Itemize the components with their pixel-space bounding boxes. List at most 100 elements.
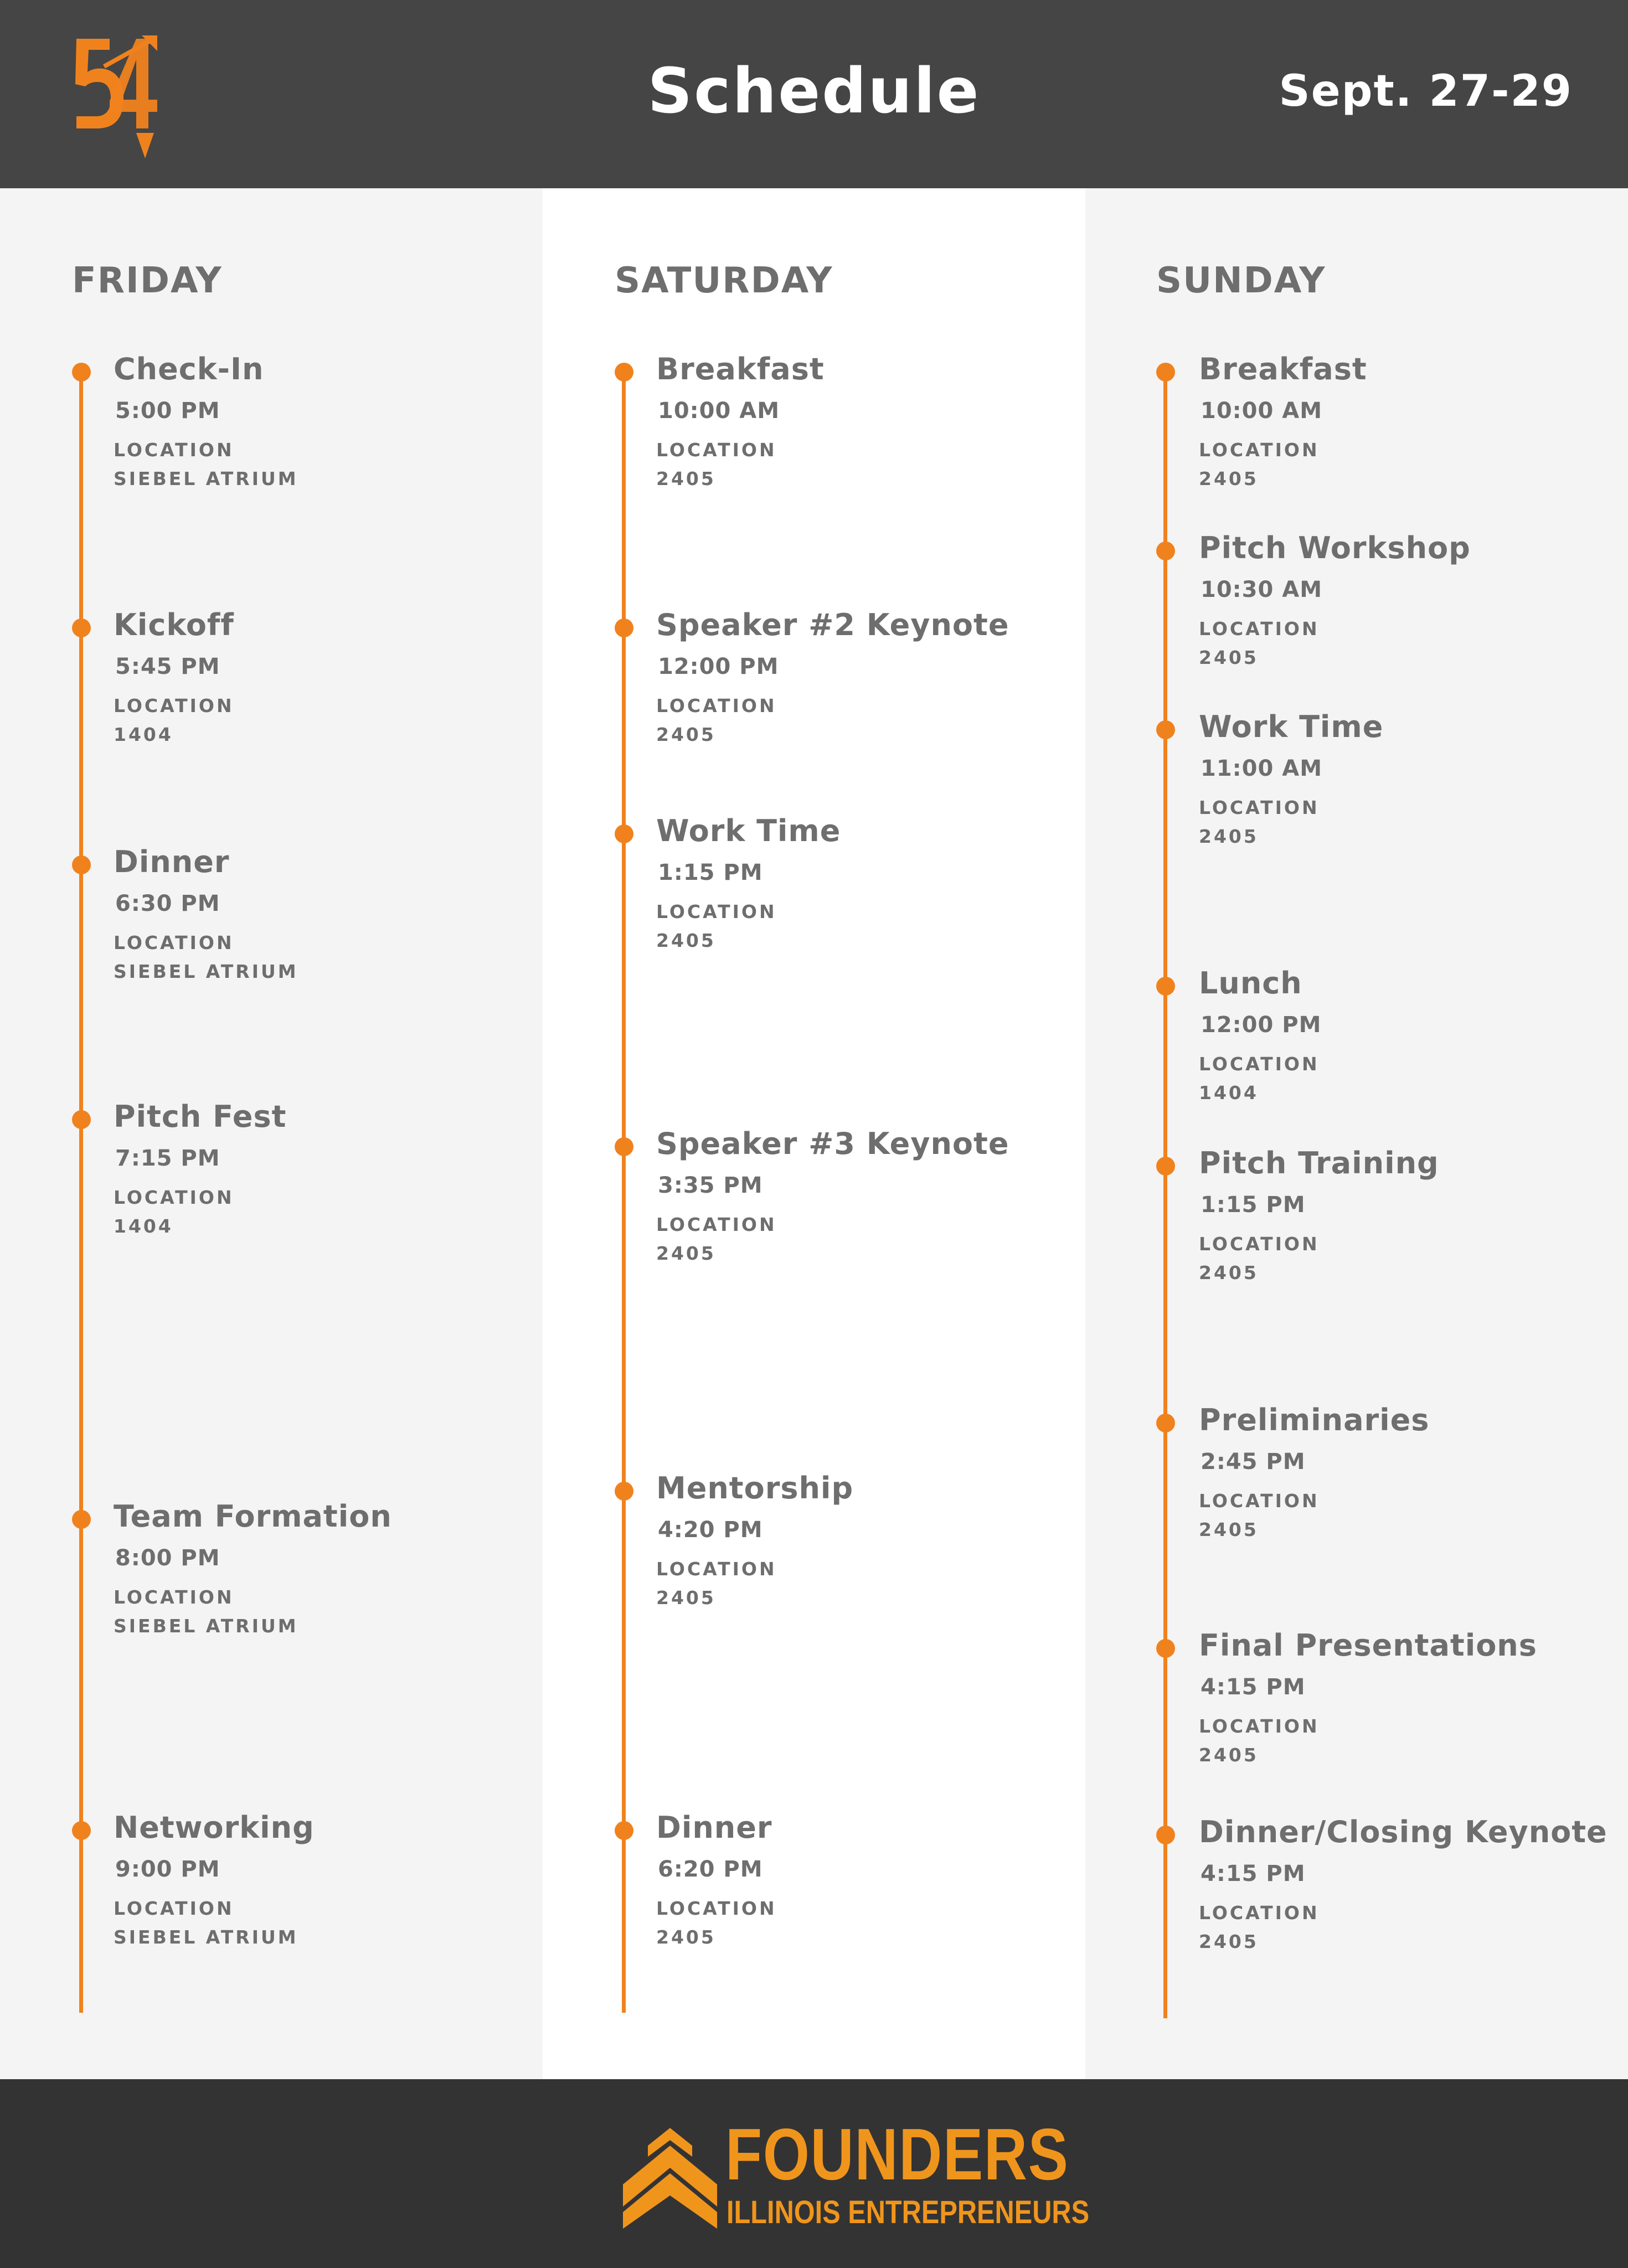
schedule-item: Final Presentations 4:15 PM LOCATION 240…: [1085, 1628, 1628, 1794]
event-name: Check-In: [114, 352, 264, 386]
event-time: 5:00 PM: [115, 398, 220, 424]
event-location: 2405: [1199, 1931, 1259, 1952]
event-time: 2:45 PM: [1201, 1449, 1306, 1475]
timeline-dot: [1156, 720, 1175, 739]
timeline-dot: [615, 824, 633, 843]
event-name: Dinner: [656, 1810, 772, 1845]
event-name: Dinner: [114, 844, 230, 879]
event-location: 2405: [1199, 1519, 1259, 1540]
schedule-item: Pitch Workshop 10:30 AM LOCATION 2405: [1085, 530, 1628, 697]
event-name: Dinner/Closing Keynote: [1199, 1815, 1608, 1849]
timeline-dot: [1156, 1639, 1175, 1658]
event-location: 1404: [1199, 1082, 1259, 1104]
event-name: Kickoff: [114, 607, 234, 642]
event-time: 4:15 PM: [1201, 1674, 1306, 1700]
timeline-dot: [72, 855, 91, 874]
schedule-item: Breakfast 10:00 AM LOCATION 2405: [1085, 352, 1628, 518]
event-time: 1:15 PM: [658, 860, 763, 885]
event-name: Lunch: [1199, 966, 1302, 1001]
day-column-friday: FRIDAY Check-In 5:00 PM LOCATION SIEBEL …: [0, 188, 543, 2079]
location-label: LOCATION: [114, 932, 234, 953]
location-label: LOCATION: [656, 901, 777, 922]
location-label: LOCATION: [1199, 1902, 1320, 1924]
location-label: LOCATION: [114, 439, 234, 461]
schedule-item: Preliminaries 2:45 PM LOCATION 2405: [1085, 1403, 1628, 1569]
event-time: 6:30 PM: [115, 891, 220, 916]
event-time: 11:00 AM: [1201, 756, 1323, 781]
location-label: LOCATION: [1199, 439, 1320, 461]
schedule-item: Dinner 6:20 PM LOCATION 2405: [543, 1810, 1085, 1976]
event-location: 1404: [114, 724, 173, 745]
schedule-item: Check-In 5:00 PM LOCATION SIEBEL ATRIUM: [0, 352, 543, 518]
day-title: FRIDAY: [72, 260, 223, 301]
page-title: Schedule: [647, 55, 981, 127]
location-label: LOCATION: [1199, 1490, 1320, 1512]
location-label: LOCATION: [656, 1558, 777, 1580]
schedule-item: Work Time 11:00 AM LOCATION 2405: [1085, 709, 1628, 875]
timeline-line: [79, 368, 83, 2013]
timeline-dot: [1156, 977, 1175, 996]
footer-brand: FOUNDERS: [725, 2114, 1069, 2195]
event-location: SIEBEL ATRIUM: [114, 1926, 298, 1948]
timeline-dot: [615, 618, 633, 637]
event-name: Preliminaries: [1199, 1403, 1430, 1437]
event-time: 10:00 AM: [1201, 398, 1323, 424]
event-time: 1:15 PM: [1201, 1192, 1306, 1218]
event-time: 3:35 PM: [658, 1173, 763, 1198]
schedule-item: Dinner/Closing Keynote 4:15 PM LOCATION …: [1085, 1815, 1628, 1981]
timeline-dot: [72, 1510, 91, 1529]
event-name: Breakfast: [656, 352, 825, 386]
event-location: 2405: [1199, 1262, 1259, 1284]
event-name: Work Time: [1199, 709, 1384, 744]
timeline-dot: [1156, 363, 1175, 382]
event-name: Pitch Training: [1199, 1146, 1439, 1181]
location-label: LOCATION: [656, 439, 777, 461]
location-label: LOCATION: [114, 1586, 234, 1608]
timeline-dot: [615, 1821, 633, 1840]
event-time: 9:00 PM: [115, 1857, 220, 1882]
founders-chevron-logo-icon: [623, 2128, 717, 2229]
timeline-dot: [72, 618, 91, 637]
event-time: 5:45 PM: [115, 654, 220, 679]
schedule-item: Speaker #2 Keynote 12:00 PM LOCATION 240…: [543, 607, 1085, 774]
event-location: 2405: [656, 724, 716, 745]
timeline-dot: [1156, 1826, 1175, 1844]
schedule-item: Kickoff 5:45 PM LOCATION 1404: [0, 607, 543, 774]
timeline-dot: [615, 1482, 633, 1501]
event-name: Speaker #2 Keynote: [656, 607, 1009, 642]
event-name: Pitch Workshop: [1199, 530, 1471, 565]
schedule-item: Dinner 6:30 PM LOCATION SIEBEL ATRIUM: [0, 844, 543, 1011]
timeline-dot: [1156, 1157, 1175, 1176]
event-time: 4:20 PM: [658, 1517, 763, 1543]
day-title: SATURDAY: [615, 260, 833, 301]
timeline-dot: [72, 1821, 91, 1840]
event-location: 2405: [656, 930, 716, 951]
event-name: Work Time: [656, 813, 841, 848]
timeline-dot: [1156, 542, 1175, 560]
schedule-item: Mentorship 4:20 PM LOCATION 2405: [543, 1471, 1085, 1637]
event-name: Networking: [114, 1810, 315, 1845]
timeline-line: [622, 368, 626, 2013]
event-name: Final Presentations: [1199, 1628, 1537, 1663]
schedule-item: Team Formation 8:00 PM LOCATION SIEBEL A…: [0, 1499, 543, 1665]
location-label: LOCATION: [1199, 1715, 1320, 1737]
event-name: Team Formation: [114, 1499, 392, 1534]
location-label: LOCATION: [114, 1187, 234, 1208]
location-label: LOCATION: [656, 1898, 777, 1919]
event-name: Mentorship: [656, 1471, 854, 1506]
event-location: 2405: [1199, 826, 1259, 847]
day-column-sunday: SUNDAY Breakfast 10:00 AM LOCATION 2405 …: [1085, 188, 1628, 2079]
timeline-dot: [72, 363, 91, 382]
event-location: SIEBEL ATRIUM: [114, 1615, 298, 1637]
event-location: 2405: [1199, 1744, 1259, 1766]
schedule-item: Breakfast 10:00 AM LOCATION 2405: [543, 352, 1085, 518]
location-label: LOCATION: [1199, 1053, 1320, 1075]
event-location: 2405: [656, 1587, 716, 1609]
event-location: 2405: [656, 1926, 716, 1948]
timeline-dot: [615, 1137, 633, 1156]
footer-bar: FOUNDERS ILLINOIS ENTREPRENEURS: [0, 2079, 1628, 2268]
timeline-line: [1163, 368, 1167, 2018]
event-name: Breakfast: [1199, 352, 1367, 386]
event-time: 12:00 PM: [658, 654, 779, 679]
location-label: LOCATION: [1199, 797, 1320, 818]
